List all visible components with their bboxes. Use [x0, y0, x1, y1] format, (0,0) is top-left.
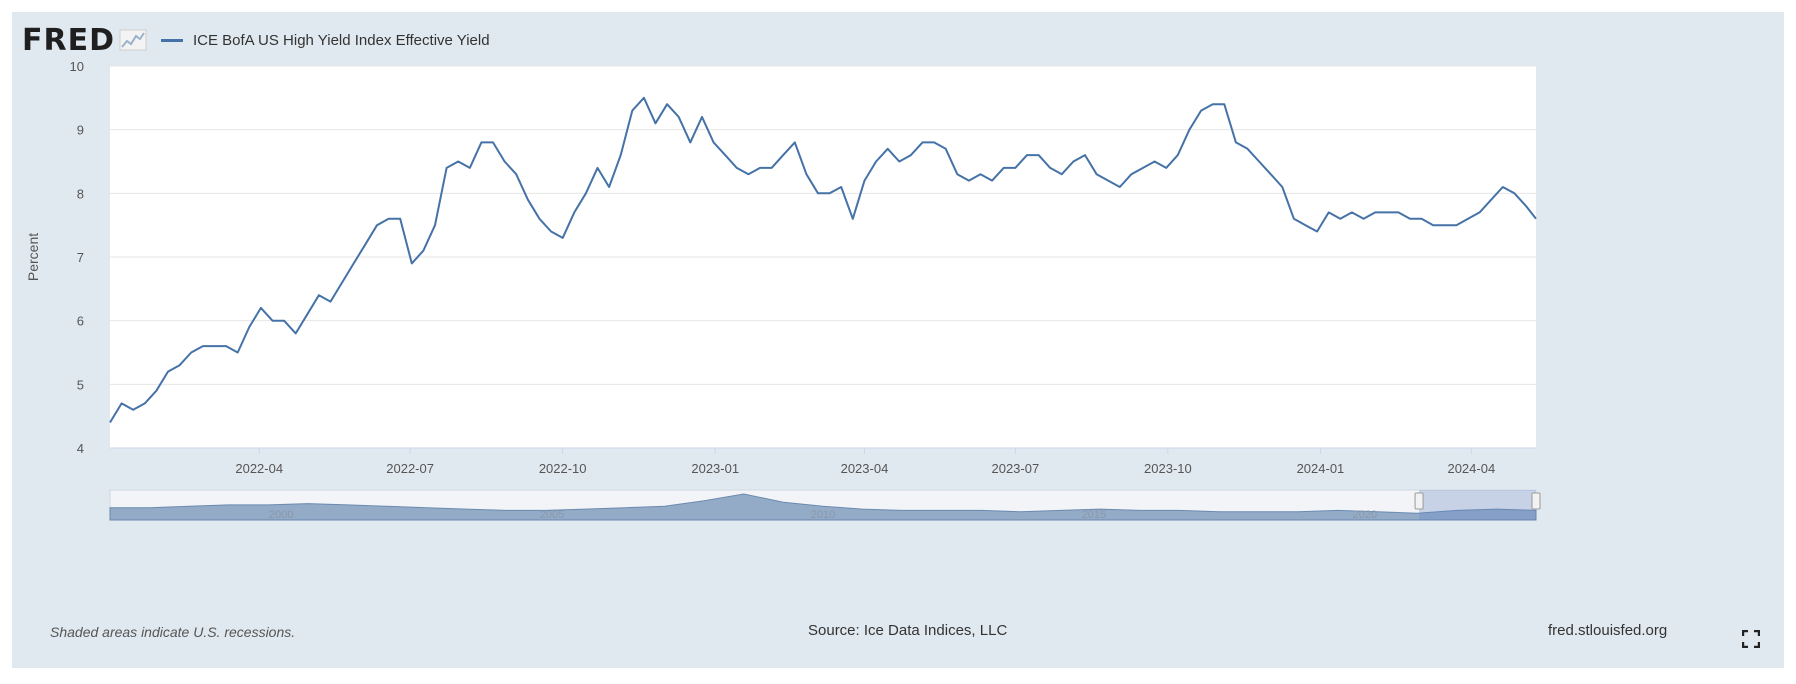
y-tick-label: 5	[77, 377, 84, 392]
x-tick-label: 2023-07	[991, 461, 1039, 476]
y-tick-label: 7	[77, 250, 84, 265]
navigator-handle[interactable]	[1414, 492, 1424, 510]
y-tick-label: 6	[77, 314, 84, 329]
fullscreen-icon[interactable]	[1742, 630, 1760, 648]
y-tick-label: 8	[77, 186, 84, 201]
series-line	[109, 96, 1537, 424]
chart-frame: FRED ICE BofA US High Yield Index Effect…	[12, 12, 1784, 668]
navigator-label: 2000	[269, 509, 293, 521]
x-tick-label: 2023-01	[691, 461, 739, 476]
x-tick-label: 2022-07	[386, 461, 434, 476]
x-tick-label: 2022-10	[539, 461, 587, 476]
navigator-label: 2010	[811, 509, 835, 521]
chart-header: FRED ICE BofA US High Yield Index Effect…	[22, 22, 490, 58]
fred-logo[interactable]: FRED	[22, 22, 115, 58]
site-link[interactable]: fred.stlouisfed.org	[1548, 622, 1668, 639]
line-chart-icon	[119, 29, 147, 51]
x-tick-label: 2024-04	[1447, 461, 1495, 476]
navigator-selection	[1419, 490, 1536, 520]
navigator-label: 2015	[1082, 509, 1106, 521]
legend-label[interactable]: ICE BofA US High Yield Index Effective Y…	[193, 31, 490, 49]
navigator-label: 2020	[1353, 509, 1377, 521]
x-tick-label: 2022-04	[235, 461, 283, 476]
y-tick-label: 9	[77, 123, 84, 138]
chart-canvas: 4 5 6 7 8 9 10 Percent 2022-04 2022-07 2022-10 2023…	[25, 59, 1541, 521]
recession-note: Shaded areas indicate U.S. recessions.	[50, 624, 296, 640]
source-label: Source: Ice Data Indices, LLC	[808, 622, 1008, 639]
x-tick-label: 2024-01	[1297, 461, 1345, 476]
navigator-handle[interactable]	[1531, 492, 1541, 510]
navigator-area	[109, 493, 1537, 521]
legend-swatch	[161, 38, 183, 42]
x-tick-label: 2023-10	[1144, 461, 1192, 476]
navigator-label: 2005	[540, 509, 564, 521]
y-tick-label: 4	[77, 441, 84, 456]
y-tick-label: 10	[70, 59, 84, 74]
x-tick-label: 2023-04	[841, 461, 889, 476]
y-axis-label: Percent	[25, 233, 41, 281]
